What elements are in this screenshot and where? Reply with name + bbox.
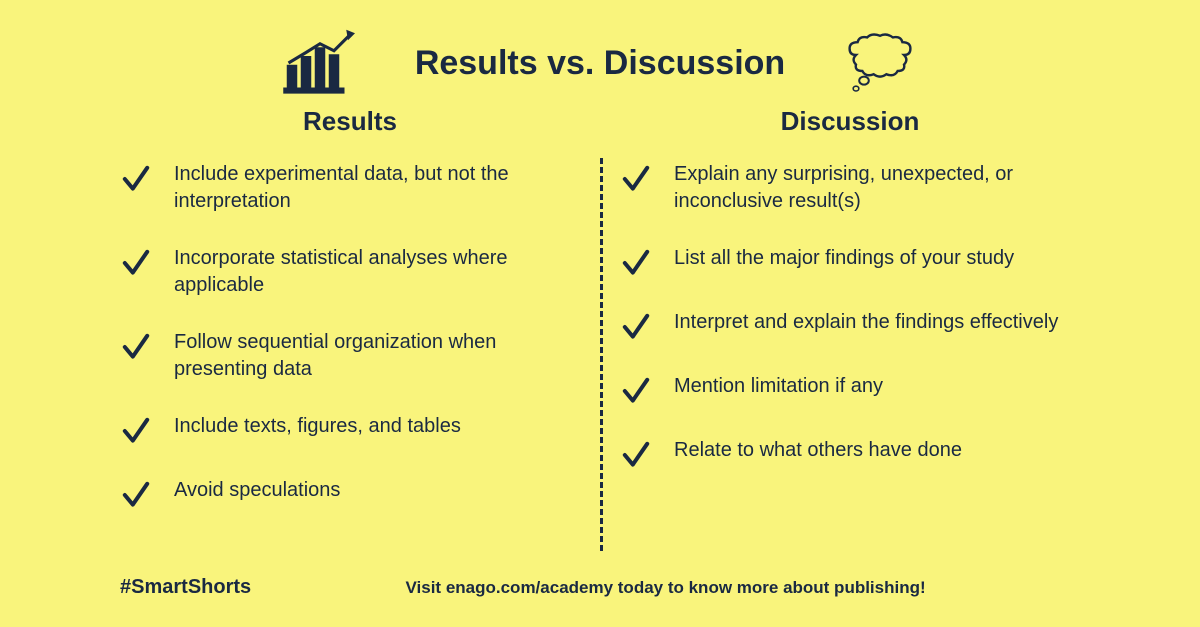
chart-arrow-icon bbox=[275, 28, 365, 98]
item-text: Relate to what others have done bbox=[674, 437, 972, 464]
item-text: Interpret and explain the findings effec… bbox=[674, 309, 1068, 336]
item-text: Incorporate statistical analyses where a… bbox=[174, 245, 580, 299]
hashtag: #SmartShorts bbox=[120, 576, 251, 599]
footer-cta: Visit enago.com/academy today to know mo… bbox=[251, 578, 1080, 598]
check-icon bbox=[620, 311, 652, 343]
check-icon bbox=[620, 163, 652, 195]
comparison-columns: Results Include experimental data, but n… bbox=[0, 98, 1200, 541]
item-text: Mention limitation if any bbox=[674, 373, 893, 400]
check-icon bbox=[120, 415, 152, 447]
page-title: Results vs. Discussion bbox=[415, 44, 785, 83]
thought-bubble-icon bbox=[835, 28, 925, 98]
item-text: Include texts, figures, and tables bbox=[174, 413, 471, 440]
item-text: Include experimental data, but not the i… bbox=[174, 161, 580, 215]
check-icon bbox=[620, 375, 652, 407]
item-text: Follow sequential organization when pres… bbox=[174, 329, 580, 383]
list-item: Include experimental data, but not the i… bbox=[120, 161, 580, 215]
list-item: Interpret and explain the findings effec… bbox=[620, 309, 1080, 343]
item-text: List all the major findings of your stud… bbox=[674, 245, 1024, 272]
discussion-column: Discussion Explain any surprising, unexp… bbox=[600, 106, 1100, 541]
list-item: Avoid speculations bbox=[120, 477, 580, 511]
item-text: Avoid speculations bbox=[174, 477, 350, 504]
list-item: Follow sequential organization when pres… bbox=[120, 329, 580, 383]
list-item: Relate to what others have done bbox=[620, 437, 1080, 471]
check-icon bbox=[620, 247, 652, 279]
check-icon bbox=[120, 331, 152, 363]
check-icon bbox=[620, 439, 652, 471]
list-item: List all the major findings of your stud… bbox=[620, 245, 1080, 279]
discussion-heading: Discussion bbox=[620, 106, 1080, 137]
results-heading: Results bbox=[120, 106, 580, 137]
footer: #SmartShorts Visit enago.com/academy tod… bbox=[0, 576, 1200, 599]
results-column: Results Include experimental data, but n… bbox=[100, 106, 600, 541]
check-icon bbox=[120, 163, 152, 195]
check-icon bbox=[120, 247, 152, 279]
list-item: Explain any surprising, unexpected, or i… bbox=[620, 161, 1080, 215]
item-text: Explain any surprising, unexpected, or i… bbox=[674, 161, 1080, 215]
check-icon bbox=[120, 479, 152, 511]
header: Results vs. Discussion bbox=[0, 0, 1200, 98]
list-item: Include texts, figures, and tables bbox=[120, 413, 580, 447]
divider bbox=[600, 158, 603, 551]
list-item: Mention limitation if any bbox=[620, 373, 1080, 407]
list-item: Incorporate statistical analyses where a… bbox=[120, 245, 580, 299]
